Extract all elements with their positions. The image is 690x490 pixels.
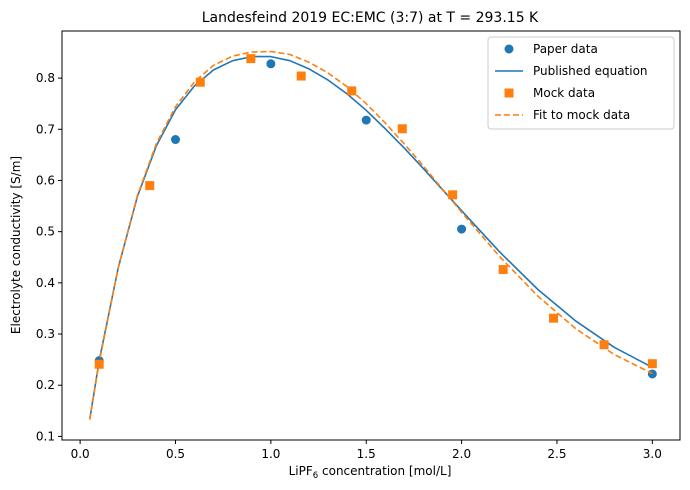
- x-tick-label: 2.5: [547, 447, 566, 461]
- legend-marker-mock-data: [504, 88, 514, 98]
- series-line-published-equation: [88, 55, 653, 420]
- legend-marker-paper-data: [504, 44, 514, 54]
- legend-label-paper-data: Paper data: [533, 42, 598, 56]
- legend-label-mock-data: Mock data: [533, 86, 595, 100]
- data-point-mock-data: [498, 265, 508, 275]
- legend: Paper data Published equation Mock data Fit…: [487, 36, 675, 130]
- x-tick-label: 1.0: [261, 447, 280, 461]
- data-point-mock-data: [397, 124, 407, 134]
- data-point-paper-data: [457, 224, 467, 234]
- x-tick-label: 1.5: [357, 447, 376, 461]
- data-point-mock-data: [448, 190, 458, 200]
- y-tick-label: 0.7: [36, 122, 55, 136]
- y-tick-label: 0.5: [36, 225, 55, 239]
- axes-frame: [61, 30, 681, 441]
- y-tick-label: 0.3: [36, 327, 55, 341]
- x-axis-label: LiPF6 concentration [mol/L]: [289, 464, 452, 481]
- data-point-mock-data: [549, 313, 559, 323]
- plot-area: [88, 50, 657, 420]
- data-point-mock-data: [296, 71, 306, 81]
- data-point-mock-data: [599, 340, 609, 350]
- x-axis-label-subscript: 6: [313, 471, 318, 481]
- x-tick-label: 0.0: [71, 447, 90, 461]
- x-tick-label: 2.0: [452, 447, 471, 461]
- y-tick-label: 0.2: [36, 378, 55, 392]
- y-tick-label: 0.1: [36, 429, 55, 443]
- data-point-mock-data: [145, 181, 155, 191]
- data-point-paper-data: [266, 59, 276, 69]
- x-tick-label: 3.0: [643, 447, 662, 461]
- x-axis-label-prefix: LiPF: [289, 464, 313, 478]
- legend-label-fit-to-mock-data: Fit to mock data: [533, 108, 630, 122]
- legend-label-published-equation: Published equation: [533, 64, 648, 78]
- data-point-paper-data: [361, 115, 371, 125]
- data-point-mock-data: [195, 77, 205, 87]
- y-tick-label: 0.4: [36, 276, 55, 290]
- axes: 0.0 0.5 1.0 1.5 2.0 2.5 3.0 0.1 0.2 0.3 0.4 0.5 0.6 0…: [36, 30, 681, 461]
- data-point-paper-data: [647, 369, 657, 379]
- chart-title: Landesfeind 2019 EC:EMC (3:7) at T = 293…: [202, 10, 539, 26]
- y-axis-label: Electrolyte conductivity [S/m]: [9, 156, 23, 334]
- data-point-mock-data: [246, 54, 256, 64]
- x-tick-label: 0.5: [166, 447, 185, 461]
- y-tick-label: 0.8: [36, 71, 55, 85]
- data-point-mock-data: [647, 359, 657, 369]
- legend-box: [487, 36, 675, 130]
- series-line-fit-to-mock-data: [88, 50, 653, 420]
- y-tick-label: 0.6: [36, 173, 55, 187]
- data-point-paper-data: [170, 135, 180, 145]
- x-axis-label-suffix: concentration [mol/L]: [318, 464, 451, 478]
